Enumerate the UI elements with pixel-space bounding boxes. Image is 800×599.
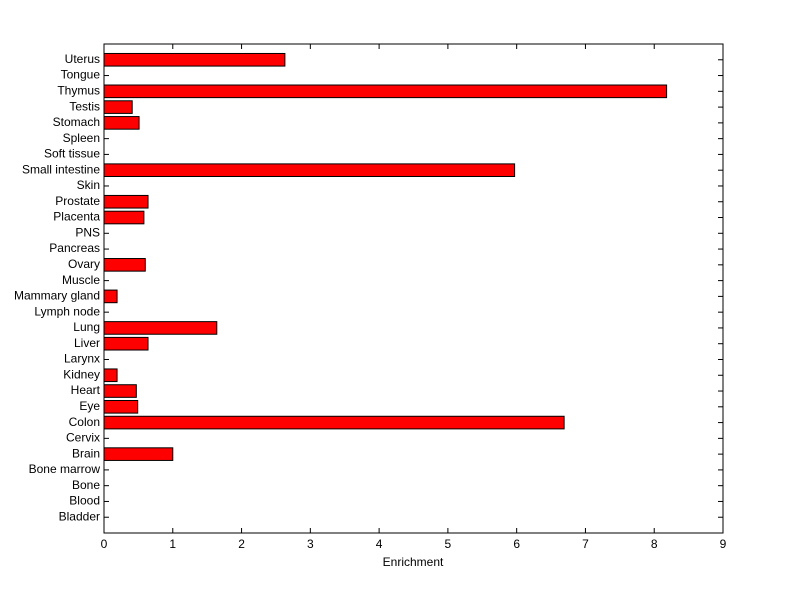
- y-tick-label: Testis: [69, 99, 100, 113]
- bar: [103, 84, 668, 99]
- x-tick-label: 9: [720, 537, 727, 551]
- x-tick-label: 6: [513, 537, 520, 551]
- bar: [103, 447, 174, 461]
- y-tick-label: Pancreas: [49, 241, 100, 255]
- x-tick-label: 8: [651, 537, 658, 551]
- y-tick-label: Heart: [71, 383, 101, 397]
- y-tick-label: Tongue: [61, 68, 101, 82]
- y-tick-label: Uterus: [65, 52, 100, 66]
- x-axis-label: Enrichment: [383, 555, 444, 569]
- bar: [103, 100, 133, 114]
- y-tick-label: Skin: [77, 178, 100, 192]
- y-tick-label: Colon: [69, 415, 100, 429]
- bar: [103, 384, 137, 398]
- bar: [103, 399, 139, 414]
- y-tick-label: Placenta: [53, 210, 100, 224]
- y-tick-label: Ovary: [68, 257, 100, 271]
- y-tick-label: Brain: [72, 446, 100, 460]
- y-tick-label: Prostate: [55, 194, 100, 208]
- bar: [103, 52, 286, 67]
- y-tick-label: Liver: [74, 336, 100, 350]
- bar: [103, 194, 149, 209]
- y-tick-label: Stomach: [53, 115, 100, 129]
- x-tick-label: 7: [582, 537, 589, 551]
- x-tick-label: 1: [169, 537, 176, 551]
- bar: [103, 258, 146, 272]
- y-tick-label: Kidney: [63, 367, 100, 381]
- bar: [103, 289, 118, 304]
- x-tick-label: 5: [445, 537, 452, 551]
- bar: [103, 336, 149, 351]
- y-tick-label: Muscle: [62, 273, 100, 287]
- bar: [103, 116, 140, 130]
- y-tick-label: Lymph node: [34, 304, 100, 318]
- y-tick-label: Thymus: [57, 83, 100, 97]
- y-tick-label: Soft tissue: [44, 147, 100, 161]
- y-tick-label: Eye: [79, 399, 100, 413]
- y-tick-label: Small intestine: [22, 162, 100, 176]
- x-tick-label: 0: [101, 537, 108, 551]
- y-tick-label: Lung: [73, 320, 100, 334]
- x-tick-label: 3: [307, 537, 314, 551]
- x-tick-label: 2: [238, 537, 245, 551]
- plot-frame: [103, 43, 724, 534]
- bar: [103, 415, 565, 430]
- y-tick-label: Bone marrow: [29, 462, 101, 476]
- y-tick-label: Spleen: [63, 131, 100, 145]
- x-tick-label: 4: [376, 537, 383, 551]
- y-tick-label: Blood: [69, 494, 100, 508]
- bar: [103, 163, 516, 178]
- bar: [103, 368, 118, 383]
- bar: [103, 321, 218, 335]
- y-tick-label: Bone: [72, 478, 100, 492]
- y-tick-label: PNS: [75, 225, 100, 239]
- y-tick-label: Cervix: [66, 431, 100, 445]
- y-tick-label: Mammary gland: [14, 289, 100, 303]
- y-tick-label: Larynx: [64, 352, 100, 366]
- y-tick-label: Bladder: [59, 509, 100, 523]
- bar: [103, 210, 145, 225]
